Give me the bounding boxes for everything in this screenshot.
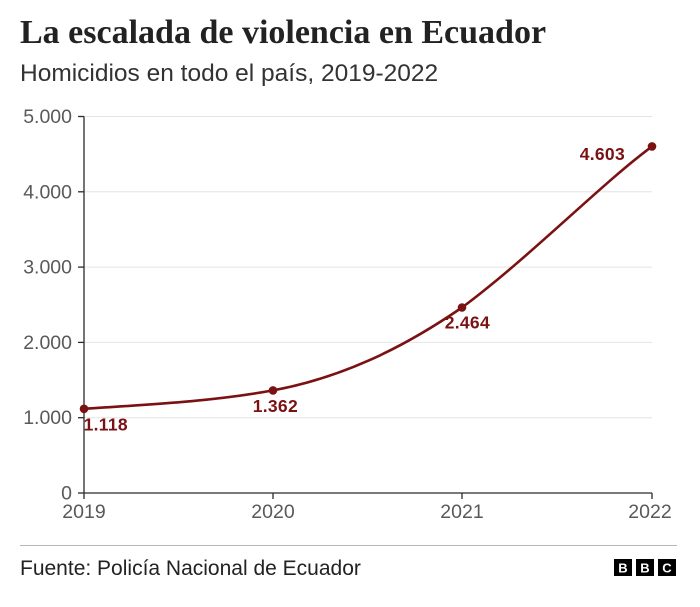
svg-text:2019: 2019 — [62, 501, 105, 523]
svg-text:1.118: 1.118 — [84, 415, 128, 435]
svg-text:4.000: 4.000 — [23, 181, 72, 203]
svg-text:1.000: 1.000 — [23, 407, 72, 429]
svg-text:C: C — [662, 560, 672, 575]
svg-text:B: B — [618, 560, 627, 575]
svg-text:B: B — [640, 560, 649, 575]
svg-text:5.000: 5.000 — [23, 106, 72, 128]
svg-text:2022: 2022 — [628, 501, 671, 523]
svg-text:1.362: 1.362 — [253, 396, 298, 416]
svg-text:4.603: 4.603 — [580, 144, 625, 164]
svg-text:2021: 2021 — [440, 501, 483, 523]
svg-text:3.000: 3.000 — [23, 257, 72, 279]
svg-text:2020: 2020 — [251, 501, 295, 523]
svg-text:2.464: 2.464 — [445, 313, 490, 333]
svg-text:2.000: 2.000 — [23, 332, 72, 354]
